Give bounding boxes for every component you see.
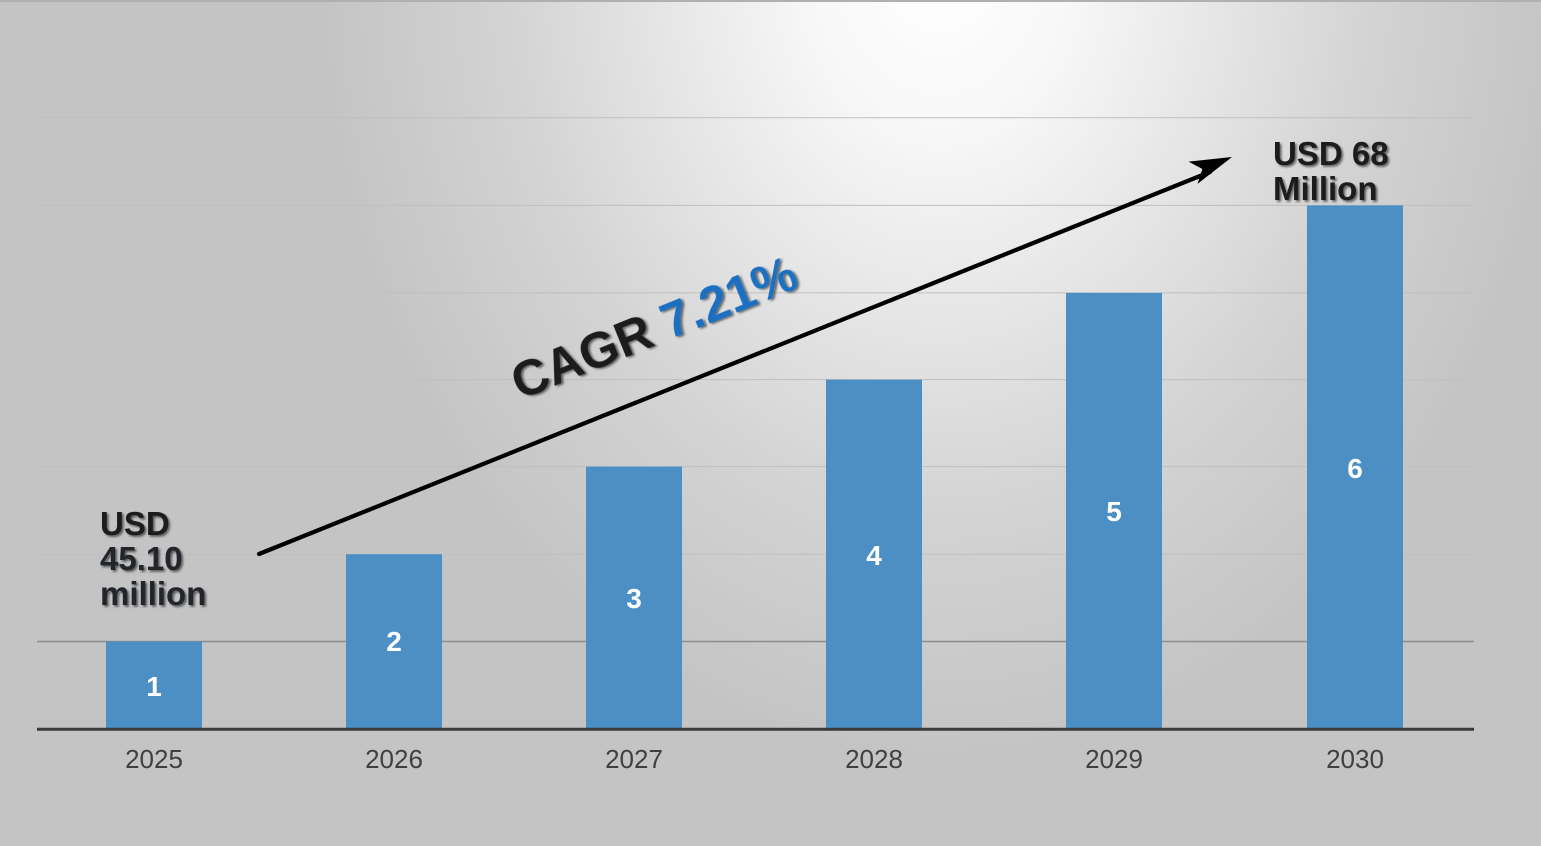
svg-text:2026: 2026	[365, 744, 423, 774]
svg-text:2027: 2027	[605, 744, 663, 774]
svg-text:CAGR 7.21%: CAGR 7.21%	[503, 245, 805, 410]
svg-text:Million: Million	[1273, 170, 1377, 207]
svg-text:2025: 2025	[125, 744, 183, 774]
svg-text:million: million	[100, 575, 206, 612]
svg-text:5: 5	[1106, 496, 1122, 527]
svg-text:2029: 2029	[1085, 744, 1143, 774]
svg-text:2028: 2028	[845, 744, 903, 774]
svg-text:3: 3	[626, 583, 642, 614]
svg-text:USD 68: USD 68	[1273, 135, 1389, 172]
svg-text:1: 1	[146, 671, 162, 702]
svg-text:4: 4	[866, 540, 882, 571]
svg-text:2: 2	[386, 626, 402, 657]
svg-text:6: 6	[1347, 453, 1363, 484]
svg-text:2030: 2030	[1326, 744, 1384, 774]
svg-text:45.10: 45.10	[100, 540, 183, 577]
svg-text:USD: USD	[100, 505, 170, 542]
